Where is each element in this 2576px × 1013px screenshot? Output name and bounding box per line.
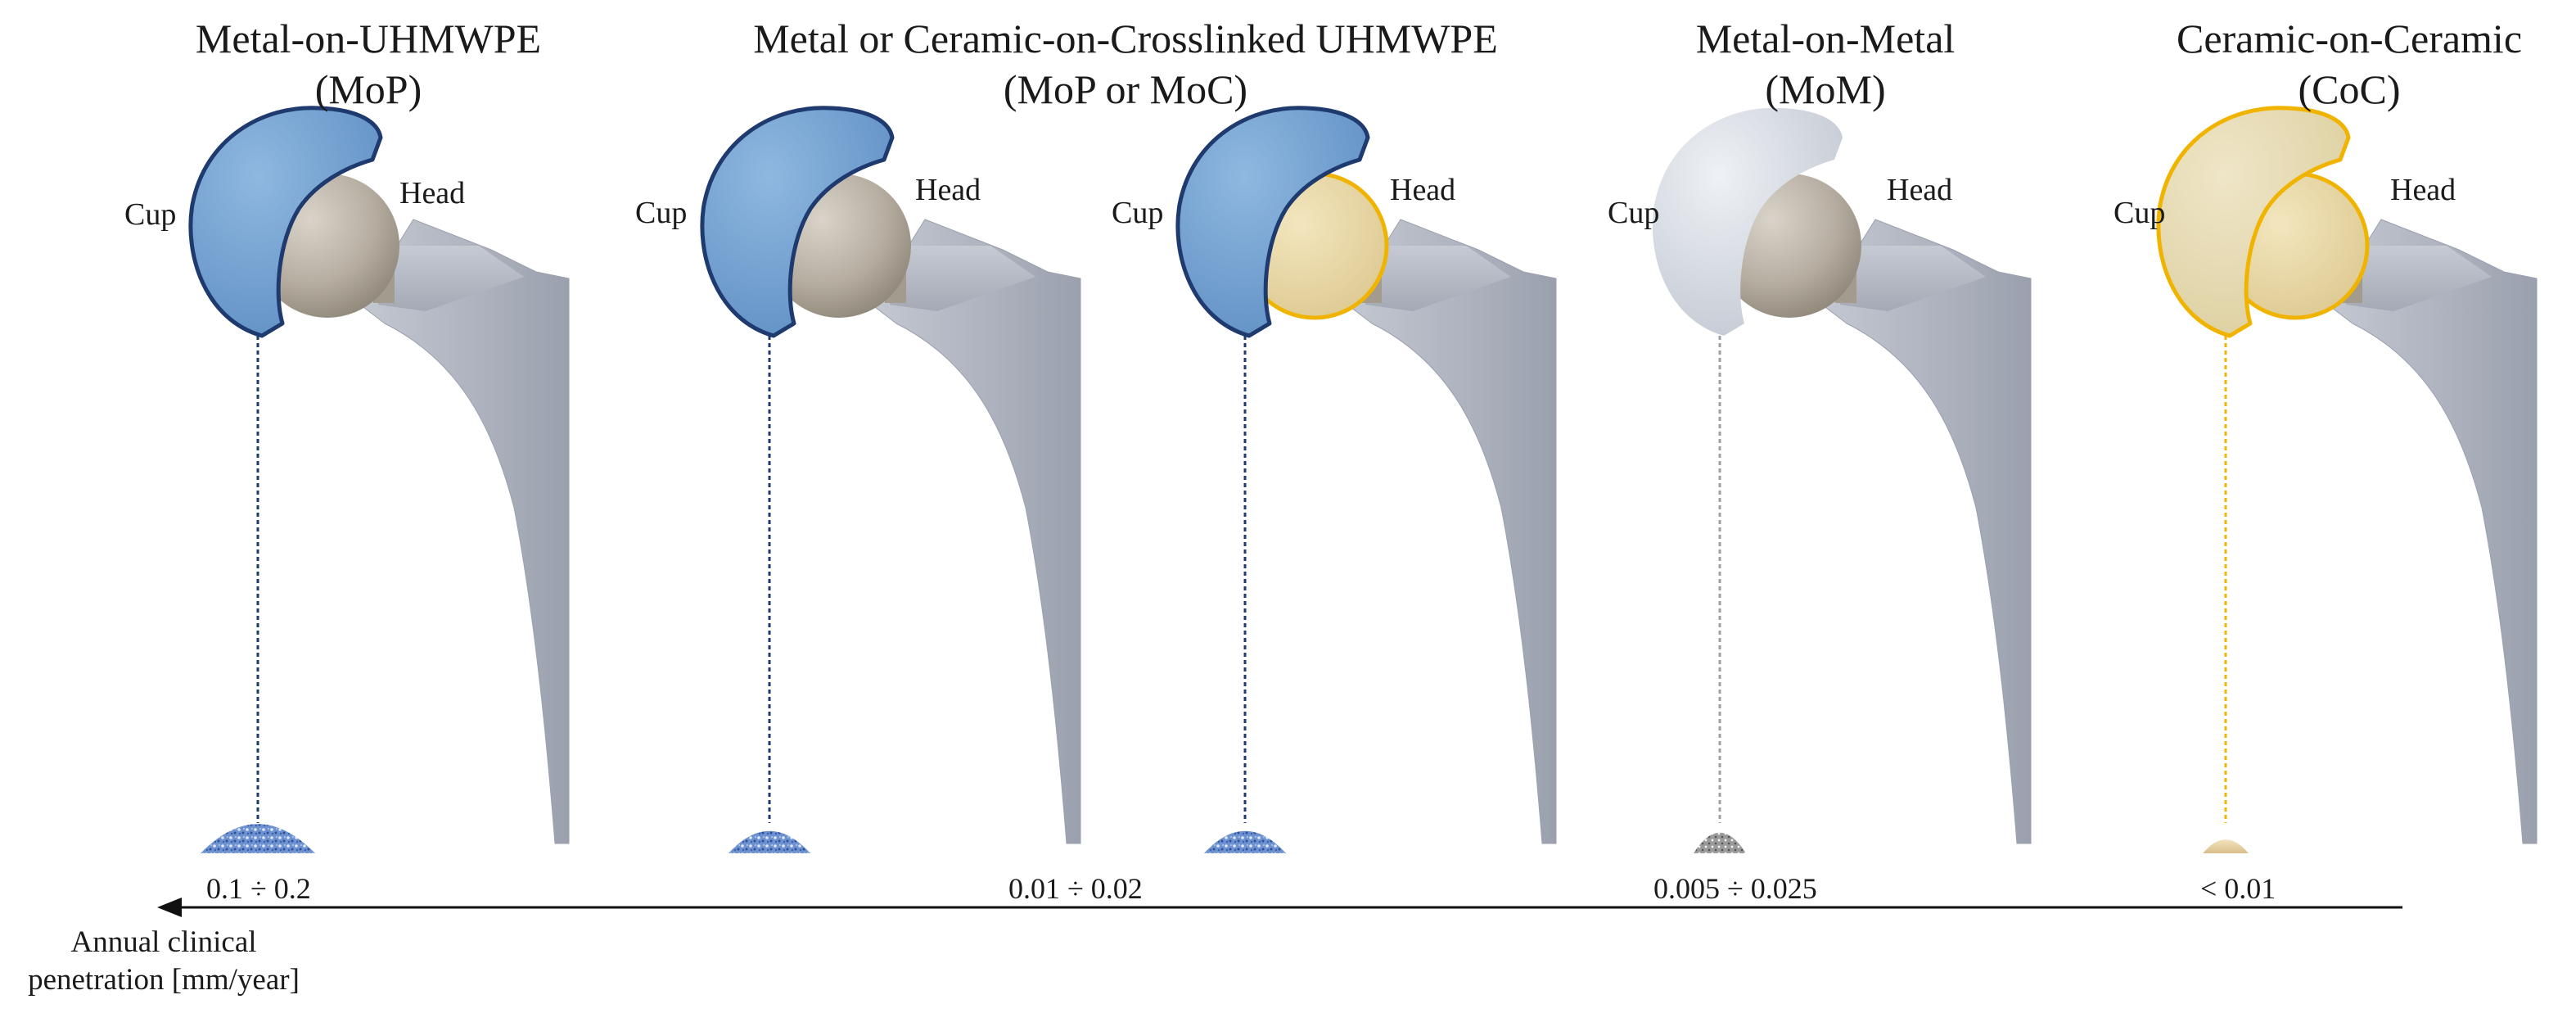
implant-1-stem	[359, 219, 570, 844]
implant-3-debris-pile	[1204, 830, 1286, 853]
implant-5-neck	[2346, 246, 2492, 311]
implant-3-cup-label: Cup	[1112, 196, 1164, 230]
group-title-mop-main: Metal-on-UHMWPE	[195, 16, 542, 61]
group-title-crosslinked: Metal or Ceramic-on-Crosslinked UHMWPE (…	[663, 13, 1588, 115]
implant-3-head-label: Head	[1390, 173, 1456, 207]
implant-1	[188, 106, 570, 853]
implant-3-cup	[1175, 106, 1370, 338]
penetration-value-mop: 0.1 ÷ 0.2	[206, 872, 311, 905]
implant-5-cup-label: Cup	[2114, 196, 2166, 230]
implant-2-head-label: Head	[915, 173, 981, 207]
implant-5-cup	[2156, 106, 2351, 338]
group-title-mop: Metal-on-UHMWPE (MoP)	[98, 13, 638, 115]
penetration-value-coc: < 0.01	[2200, 872, 2276, 905]
group-title-coc-sub: (CoC)	[2298, 66, 2401, 112]
implant-1-cup	[188, 106, 383, 338]
group-title-mom-main: Metal-on-Metal	[1695, 16, 1956, 61]
implant-4	[1652, 107, 2032, 853]
implant-1-debris-pile	[201, 824, 315, 853]
penetration-axis	[157, 898, 2402, 917]
implant-3-neck	[1365, 246, 1511, 311]
group-title-coc: Ceramic-on-Ceramic (CoC)	[2128, 13, 2570, 115]
group-title-coc-main: Ceramic-on-Ceramic	[2176, 16, 2523, 61]
axis-caption: Annual clinical penetration [mm/year]	[28, 925, 300, 997]
group-title-crosslinked-sub: (MoP or MoC)	[1003, 66, 1248, 112]
penetration-value-mom: 0.005 ÷ 0.025	[1653, 872, 1817, 905]
implant-2-neck	[890, 246, 1035, 311]
penetration-value-crosslinked: 0.01 ÷ 0.02	[1008, 872, 1143, 905]
implant-5	[2156, 106, 2538, 853]
implant-2-stem	[871, 219, 1081, 844]
implant-4-debris-pile	[1694, 832, 1746, 853]
group-title-crosslinked-main: Metal or Ceramic-on-Crosslinked UHMWPE	[753, 16, 1498, 61]
implant-2-debris-pile	[729, 830, 810, 853]
implant-5-head-label: Head	[2390, 173, 2456, 207]
implant-1-cup-label: Cup	[124, 197, 177, 232]
implants-layer	[188, 106, 2538, 853]
implant-2-cup	[700, 106, 895, 338]
implant-3-stem	[1347, 219, 1557, 844]
implant-5-stem	[2327, 219, 2538, 844]
implant-2	[700, 106, 1081, 853]
implant-4-cup-label: Cup	[1608, 196, 1660, 230]
group-title-mom-sub: (MoM)	[1765, 66, 1886, 112]
group-title-mom: Metal-on-Metal (MoM)	[1604, 13, 2046, 115]
implant-3	[1175, 106, 1557, 853]
implant-2-cup-label: Cup	[635, 196, 688, 230]
axis-arrow-head	[157, 898, 182, 917]
implant-4-stem	[1821, 219, 2032, 844]
implant-1-neck	[378, 246, 524, 311]
implant-4-cup	[1652, 107, 1843, 336]
implant-5-debris-pile	[2203, 839, 2249, 853]
group-title-mop-sub: (MoP)	[314, 66, 422, 112]
implant-4-head-label: Head	[1887, 173, 1953, 207]
implant-4-neck	[1840, 246, 1986, 311]
implant-1-head-label: Head	[399, 176, 466, 210]
